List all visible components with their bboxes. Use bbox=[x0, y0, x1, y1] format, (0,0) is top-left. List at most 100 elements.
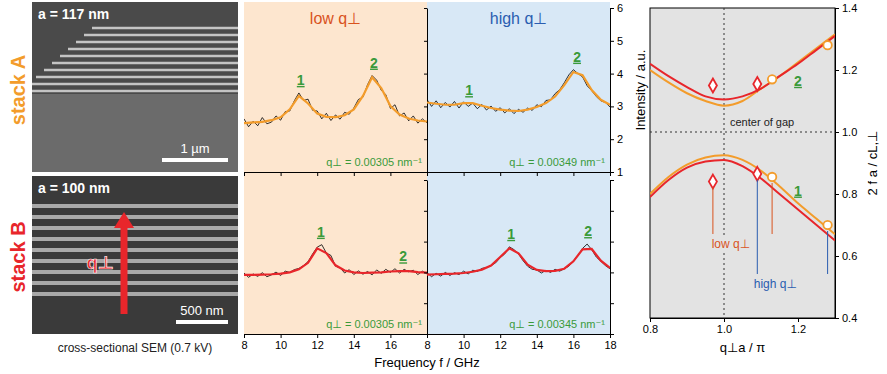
tick bbox=[281, 172, 282, 176]
sem-layer bbox=[32, 83, 238, 86]
tick-mark bbox=[317, 334, 318, 338]
scale-bar bbox=[162, 158, 228, 162]
data-point bbox=[823, 221, 831, 229]
tick-mark bbox=[427, 334, 428, 338]
tick-label: 8 bbox=[241, 339, 247, 351]
xticks-axis bbox=[428, 172, 611, 176]
yticks-axis bbox=[424, 181, 428, 335]
yticks-axis: 0.40.60.81.01.21.4 bbox=[835, 2, 857, 324]
axis-line bbox=[610, 9, 611, 173]
data-point bbox=[753, 77, 761, 91]
tick-label: 0.4 bbox=[842, 312, 857, 324]
tick-label: 1.0 bbox=[842, 126, 857, 138]
tick: 1.0 bbox=[717, 318, 732, 335]
tick bbox=[424, 8, 427, 9]
tick-label: 10 bbox=[458, 339, 470, 351]
peak-label: 2 bbox=[399, 248, 407, 264]
sem-layer bbox=[32, 215, 238, 219]
tick: 1.0 bbox=[835, 126, 857, 138]
tick: 8 bbox=[424, 334, 430, 351]
tick-label: 16 bbox=[568, 339, 580, 351]
tick: 1.2 bbox=[835, 64, 857, 76]
q-annotations: low q⊥high q⊥ bbox=[710, 180, 828, 292]
sem-image bbox=[32, 176, 238, 334]
tick: 6 bbox=[610, 2, 623, 14]
sem-layer bbox=[32, 270, 238, 274]
tick-mark bbox=[610, 211, 614, 212]
peak-label: 1 bbox=[317, 224, 325, 240]
label-patch bbox=[710, 236, 752, 252]
tick: 12 bbox=[312, 334, 324, 351]
fit-line bbox=[427, 248, 610, 274]
tick bbox=[424, 74, 427, 75]
tick-mark bbox=[610, 242, 614, 243]
figure: stack Astack Ba = 117 nm1 µma = 100 nm50… bbox=[0, 0, 887, 374]
tick: 3 bbox=[610, 100, 623, 112]
tick bbox=[244, 172, 245, 176]
tick-label: 1.4 bbox=[842, 2, 857, 14]
tick: 0.6 bbox=[835, 250, 857, 262]
sem-layer bbox=[32, 237, 238, 241]
q-label: q⊥ = 0.00305 nm⁻¹ bbox=[326, 156, 422, 168]
tick-mark bbox=[537, 334, 538, 338]
plot-background bbox=[650, 8, 835, 318]
sem-layer bbox=[76, 41, 238, 44]
q-annotation: high q⊥ bbox=[754, 277, 797, 291]
tick bbox=[537, 172, 538, 176]
tick: 16 bbox=[385, 334, 397, 351]
tick-mark bbox=[610, 106, 614, 107]
tick-label: 1.2 bbox=[842, 64, 857, 76]
tick-mark bbox=[281, 334, 282, 338]
fit-line bbox=[244, 77, 427, 123]
tick: 1 bbox=[610, 166, 623, 178]
leader-line bbox=[772, 183, 773, 234]
tick bbox=[424, 272, 427, 273]
tick-mark bbox=[390, 172, 391, 176]
tick-mark bbox=[835, 8, 839, 9]
sem-caption: cross-sectional SEM (0.7 kV) bbox=[58, 341, 213, 355]
sem-period: a = 117 nm bbox=[38, 6, 109, 22]
axis-line bbox=[835, 9, 836, 319]
tick-mark bbox=[798, 318, 799, 322]
plot-area bbox=[244, 245, 427, 278]
tick-mark bbox=[424, 74, 427, 75]
tick bbox=[390, 172, 391, 176]
sem-panel: a = 100 nm500 nmq⊥ bbox=[32, 176, 238, 334]
tick-label: 12 bbox=[495, 339, 507, 351]
tick-label: 1.2 bbox=[791, 323, 806, 335]
panel-background bbox=[244, 2, 427, 334]
tick-mark bbox=[424, 172, 427, 173]
tick: 16 bbox=[568, 334, 580, 351]
gap-center-x bbox=[724, 8, 725, 318]
y-axis-title: Intensity / a.u. bbox=[633, 50, 648, 131]
peak-label: 2 bbox=[370, 55, 378, 71]
peak-label: 2 bbox=[573, 49, 581, 65]
tick-mark bbox=[317, 172, 318, 176]
tick bbox=[424, 180, 427, 181]
tick-mark bbox=[610, 8, 614, 9]
xticks-axis bbox=[245, 172, 428, 176]
q-label: q⊥ = 0.00345 nm⁻¹ bbox=[509, 318, 605, 330]
tick: 2 bbox=[610, 133, 623, 145]
tick-mark bbox=[244, 172, 245, 176]
fit-line bbox=[427, 72, 610, 111]
tick: 8 bbox=[241, 334, 247, 351]
axis-line bbox=[245, 172, 428, 173]
tick-mark bbox=[424, 41, 427, 42]
row-label: stack B bbox=[7, 221, 29, 292]
tick-label: 10 bbox=[275, 339, 287, 351]
tick bbox=[610, 303, 614, 304]
spectrum-chart: low q⊥q⊥ = 0.00305 nm⁻¹12 bbox=[244, 9, 428, 177]
axis-line bbox=[610, 181, 611, 335]
tick-mark bbox=[610, 334, 614, 335]
data-line bbox=[427, 244, 610, 277]
tick bbox=[424, 334, 427, 335]
sem-layer bbox=[84, 34, 238, 37]
tick: 14 bbox=[531, 334, 543, 351]
tick-mark bbox=[427, 172, 428, 176]
tick-label: 3 bbox=[617, 100, 623, 112]
q-label: q⊥ = 0.00305 nm⁻¹ bbox=[326, 318, 422, 330]
sem-layer bbox=[32, 226, 238, 230]
sem-layer bbox=[44, 69, 238, 72]
axis-line bbox=[651, 318, 836, 319]
